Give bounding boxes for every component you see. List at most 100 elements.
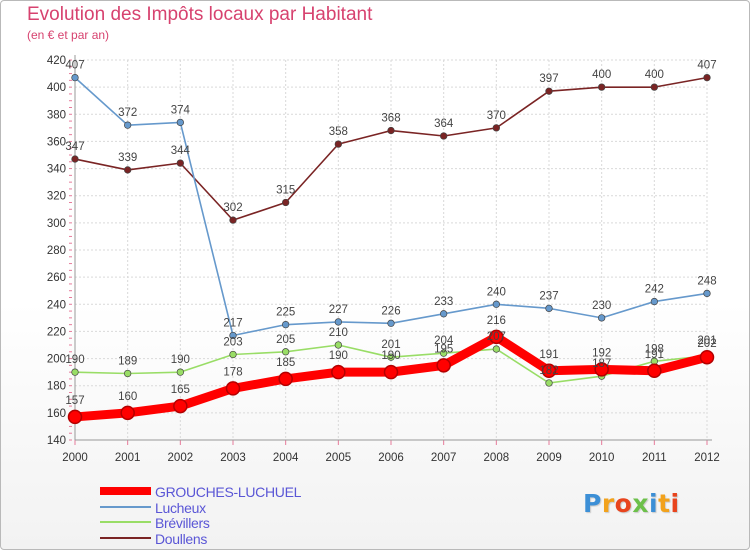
y-tick-label: 180 — [47, 381, 66, 393]
data-label-br-villers: 210 — [329, 327, 348, 339]
data-label-doullens: 347 — [65, 141, 84, 153]
axes: 140 160 180 200 220 240 260 280 300 320 340 360 380 4… — [47, 55, 720, 464]
data-point-doullens — [229, 216, 237, 224]
data-point-lucheux — [387, 319, 395, 327]
y-tick-label: 140 — [47, 435, 66, 447]
x-tick-label: 2012 — [694, 452, 720, 464]
proxiti-logo: Proxiti — [583, 489, 680, 518]
legend-swatch — [100, 536, 151, 539]
data-point-doullens — [124, 166, 132, 174]
data-label-br-villers: 190 — [65, 354, 84, 366]
data-label-br-villers: 202 — [697, 338, 716, 350]
data-label-grouches-luchuel: 160 — [118, 391, 137, 403]
data-label-grouches-luchuel: 178 — [223, 366, 242, 378]
data-point-br-villers — [545, 379, 553, 387]
data-point-grouches-luchuel — [489, 329, 504, 345]
legend-swatch — [100, 521, 151, 523]
data-label-doullens: 315 — [276, 185, 295, 197]
x-tick-label: 2009 — [536, 452, 562, 464]
data-label-grouches-luchuel: 201 — [697, 335, 716, 347]
data-point-br-villers — [176, 368, 184, 376]
data-point-br-villers — [282, 348, 290, 356]
data-point-grouches-luchuel — [647, 363, 662, 379]
legend-swatch — [100, 487, 151, 495]
y-tick-label: 200 — [47, 354, 66, 366]
data-label-grouches-luchuel: 195 — [434, 343, 453, 355]
data-label-br-villers: 187 — [592, 358, 611, 370]
data-label-lucheux: 227 — [329, 304, 348, 316]
data-point-grouches-luchuel — [436, 358, 451, 373]
legend-label: Brévillers — [155, 515, 210, 531]
data-point-grouches-luchuel — [331, 364, 346, 380]
x-tick-label: 2003 — [220, 452, 246, 464]
logo-letter: i — [670, 489, 680, 518]
x-tick-label: 2000 — [62, 452, 88, 464]
y-tick-label: 420 — [47, 55, 66, 67]
data-point-lucheux — [440, 310, 448, 318]
legend-swatch — [100, 505, 151, 508]
data-label-grouches-luchuel: 185 — [276, 357, 295, 369]
data-point-doullens — [282, 198, 290, 207]
data-point-lucheux — [229, 331, 237, 340]
logo-letter: r — [601, 489, 615, 518]
data-point-br-villers — [387, 353, 395, 361]
x-tick-label: 2008 — [484, 452, 510, 464]
data-labels: 347 339 344 302 315 358 368 364 370 397 400 400 407 4… — [65, 60, 716, 407]
logo-letter: P — [583, 489, 602, 518]
logo-letter: t — [658, 489, 671, 518]
data-label-br-villers: 204 — [434, 335, 454, 347]
data-point-grouches-luchuel — [383, 364, 399, 380]
data-label-lucheux: 226 — [381, 305, 400, 317]
data-label-br-villers: 182 — [539, 365, 558, 377]
y-tick-label: 360 — [47, 136, 66, 148]
data-point-doullens — [176, 159, 184, 167]
data-label-br-villers: 189 — [118, 356, 137, 368]
data-point-lucheux — [598, 314, 606, 322]
y-tick-label: 260 — [47, 272, 66, 284]
data-label-lucheux: 407 — [65, 60, 84, 72]
data-label-lucheux: 230 — [592, 300, 611, 312]
data-point-lucheux — [650, 297, 658, 306]
data-point-grouches-luchuel — [594, 362, 609, 377]
data-point-doullens — [71, 155, 79, 163]
x-tick-label: 2004 — [273, 452, 299, 464]
y-tick-label: 160 — [47, 408, 66, 420]
data-label-lucheux: 242 — [645, 284, 664, 296]
data-label-br-villers: 198 — [645, 343, 664, 355]
data-label-br-villers: 205 — [276, 334, 295, 346]
y-tick-label: 320 — [47, 191, 66, 203]
y-tick-label: 400 — [47, 82, 66, 94]
legend-label: GROUCHES-LUCHUEL — [155, 484, 302, 500]
data-label-lucheux: 217 — [223, 318, 242, 330]
data-point-lucheux — [492, 300, 500, 308]
data-label-lucheux: 233 — [434, 296, 453, 308]
data-point-grouches-luchuel — [699, 349, 715, 365]
data-point-grouches-luchuel — [278, 371, 293, 387]
data-label-doullens: 368 — [381, 113, 400, 125]
data-label-doullens: 400 — [645, 69, 664, 81]
data-label-grouches-luchuel: 190 — [381, 350, 400, 362]
data-label-doullens: 364 — [434, 118, 454, 130]
y-tick-label: 380 — [47, 109, 66, 121]
data-label-grouches-luchuel: 191 — [539, 349, 558, 361]
data-point-doullens — [334, 140, 342, 148]
x-tick-label: 2011 — [642, 452, 667, 464]
data-point-grouches-luchuel — [541, 363, 557, 379]
logo-letter: o — [614, 489, 633, 518]
data-label-br-villers: 201 — [381, 339, 400, 351]
data-point-lucheux — [282, 320, 290, 329]
data-label-doullens: 397 — [539, 73, 558, 85]
data-point-doullens — [703, 73, 711, 82]
chart-subtitle: (en € et par an) — [27, 28, 110, 42]
data-label-lucheux: 237 — [539, 290, 558, 302]
data-point-lucheux — [703, 289, 711, 298]
data-point-doullens — [545, 87, 553, 95]
data-label-lucheux: 374 — [171, 104, 191, 116]
data-label-lucheux: 225 — [276, 307, 295, 319]
data-label-doullens: 400 — [592, 69, 611, 81]
data-point-grouches-luchuel — [173, 398, 188, 414]
data-point-doullens — [387, 126, 395, 135]
data-point-lucheux — [176, 118, 184, 127]
y-tick-label: 240 — [47, 299, 66, 311]
